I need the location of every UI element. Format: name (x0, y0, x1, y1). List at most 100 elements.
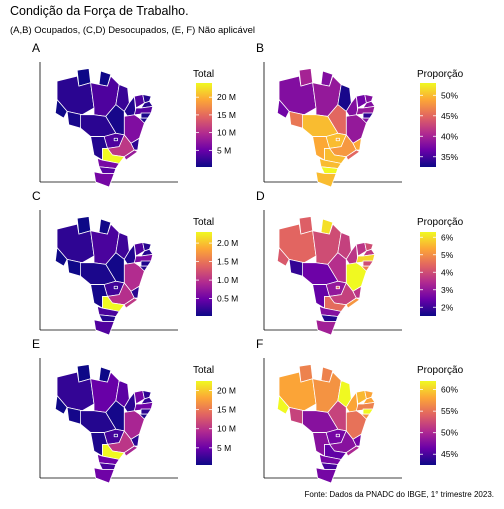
legend: Total 0.5 M 1.0 M 1.5 M 2.0 M (193, 217, 238, 316)
legend: Proporção 45% 50% 55% 60% (417, 365, 464, 465)
state-ms (312, 136, 330, 161)
legend-tick-label: 5 M (217, 443, 231, 453)
state-ro (288, 406, 305, 425)
state-df (113, 285, 118, 290)
panel-label: A (32, 41, 40, 55)
panel-b: B Proporção 35% 40% 45% 50% (256, 41, 464, 188)
legend-title: Proporção (417, 365, 464, 376)
map (54, 68, 154, 188)
legend-title: Proporção (417, 69, 464, 80)
chart-caption: Fonte: Dados da PNADC do IBGE, 1° trimes… (304, 490, 494, 499)
state-pr (96, 158, 120, 169)
legend-tick-label: 4% (441, 267, 454, 277)
state-al (362, 260, 374, 267)
legend-tick-label: 20 M (217, 92, 236, 102)
panel-d: D Proporção 2% 3% 4% 5% 6% (256, 189, 464, 336)
state-pe (133, 401, 154, 412)
state-pr (96, 306, 120, 317)
state-ms (90, 136, 108, 161)
state-rs (93, 467, 115, 484)
state-ac (54, 395, 68, 415)
legend-tick-label: 45% (441, 111, 458, 121)
panel-e: E Total 5 M 10 M 15 M 20 M (32, 337, 236, 484)
legend-tick-label: 50% (441, 428, 458, 438)
state-es (352, 137, 362, 151)
legend-colorbar (196, 232, 212, 316)
legend-tick-label: 10 M (217, 128, 236, 138)
state-ro (66, 258, 83, 277)
state-es (130, 285, 140, 299)
panel-label: D (256, 189, 265, 203)
state-pe (355, 253, 376, 264)
state-pr (318, 158, 342, 169)
state-rs (93, 319, 115, 336)
state-ac (276, 247, 290, 267)
legend-colorbar (196, 381, 212, 465)
state-pe (133, 105, 154, 116)
state-es (352, 433, 362, 447)
legend-tick-label: 40% (441, 131, 458, 141)
state-rj (123, 297, 139, 309)
legend: Total 5 M 10 M 15 M 20 M (193, 69, 236, 167)
state-ac (276, 395, 290, 415)
legend-tick-label: 5 M (217, 145, 231, 155)
panel-label: F (256, 337, 263, 351)
state-df (335, 433, 340, 438)
legend-tick-label: 60% (441, 385, 458, 395)
legend-title: Total (193, 69, 214, 80)
state-al (140, 260, 152, 267)
legend-colorbar (420, 232, 436, 316)
state-al (140, 112, 152, 119)
legend-colorbar (196, 83, 212, 167)
state-ms (312, 432, 330, 457)
state-ac (276, 99, 290, 119)
state-pr (318, 454, 342, 465)
state-rj (345, 149, 361, 161)
state-ms (312, 284, 330, 309)
state-ac (54, 247, 68, 267)
state-df (113, 433, 118, 438)
legend-colorbar (420, 83, 436, 167)
state-df (335, 285, 340, 290)
legend-tick-label: 2% (441, 302, 454, 312)
panel-label: C (32, 189, 41, 203)
map (54, 364, 154, 484)
legend-title: Total (193, 217, 214, 228)
state-ro (288, 110, 305, 129)
state-df (335, 137, 340, 142)
state-df (113, 137, 118, 142)
legend-tick-label: 1.5 M (217, 257, 238, 267)
state-rj (345, 445, 361, 457)
legend-tick-label: 15 M (217, 110, 236, 120)
state-es (130, 433, 140, 447)
panel-f: F Proporção 45% 50% 55% 60% (256, 337, 464, 484)
state-es (130, 137, 140, 151)
panel-label: B (256, 41, 264, 55)
legend-tick-label: 35% (441, 152, 458, 162)
chart-subtitle: (A,B) Ocupados, (C,D) Desocupados, (E, F… (10, 25, 255, 36)
state-rj (123, 149, 139, 161)
state-rj (345, 297, 361, 309)
chart-title: Condição da Força de Trabalho. (10, 4, 189, 18)
legend-tick-label: 55% (441, 406, 458, 416)
legend-tick-label: 20 M (217, 386, 236, 396)
state-al (362, 408, 374, 415)
legend-title: Proporção (417, 217, 464, 228)
legend-title: Total (193, 365, 214, 376)
state-ro (288, 258, 305, 277)
state-al (362, 112, 374, 119)
panel-label: E (32, 337, 40, 351)
legend: Total 5 M 10 M 15 M 20 M (193, 365, 236, 465)
state-pr (318, 306, 342, 317)
legend: Proporção 35% 40% 45% 50% (417, 69, 464, 167)
map (276, 216, 376, 336)
panel-a: A Total 5 M 10 M 15 M 20 M (32, 41, 236, 188)
state-rj (123, 445, 139, 457)
panel-c: C Total 0.5 M 1.0 M 1.5 M 2.0 M (32, 189, 238, 336)
state-rs (315, 319, 337, 336)
map (276, 68, 376, 188)
state-ms (90, 284, 108, 309)
state-al (140, 408, 152, 415)
legend-tick-label: 50% (441, 90, 458, 100)
